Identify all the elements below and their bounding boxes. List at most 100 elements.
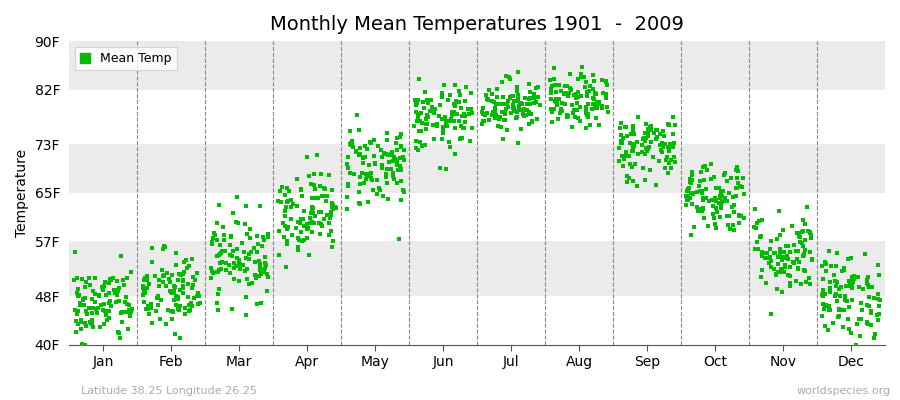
Point [324,208,338,215]
Point [144,301,158,307]
Point [253,261,267,267]
Point [238,268,253,274]
Point [663,164,678,171]
Point [661,121,675,127]
Point [497,100,511,107]
Point [408,123,422,129]
Point [829,283,843,290]
Point [586,86,600,92]
Point [448,98,463,104]
Point [614,140,628,146]
Point [788,247,803,254]
Bar [69,90,885,144]
Point [346,170,361,177]
Point [737,191,751,197]
Point [429,123,444,129]
Point [826,320,841,326]
Point [238,249,252,255]
Point [158,244,173,250]
Point [181,281,195,288]
Point [754,274,769,280]
Point [832,306,846,313]
Point [861,282,876,288]
Point [364,177,379,184]
Point [709,185,724,191]
Point [279,226,293,232]
Point [567,106,581,113]
Point [778,243,793,250]
Point [511,96,526,102]
Point [624,131,638,138]
Point [68,307,83,313]
Point [317,185,331,191]
Point [168,262,183,268]
Point [225,306,239,312]
Point [433,102,447,108]
Point [214,266,229,272]
Point [644,127,658,134]
Point [761,260,776,266]
Point [588,105,602,111]
Point [571,115,585,121]
Point [70,320,85,327]
Point [796,242,810,249]
Point [454,113,469,120]
Point [166,288,181,294]
Point [872,310,886,317]
Point [721,222,735,228]
Point [514,100,528,106]
Point [302,172,317,179]
Point [172,286,186,293]
Point [499,106,513,112]
Point [284,197,298,203]
Point [770,269,785,276]
Point [753,234,768,241]
Point [306,205,320,211]
Point [856,286,870,292]
Point [258,265,273,272]
Point [366,187,381,193]
Point [649,127,663,133]
Point [95,306,110,313]
Point [409,138,423,144]
Point [623,160,637,167]
Point [238,294,253,300]
Point [383,166,398,173]
Point [634,142,649,148]
Point [747,224,761,230]
Point [230,194,244,201]
Point [176,290,190,296]
Point [253,263,267,270]
Point [112,298,126,304]
Point [227,260,241,266]
Point [519,112,534,118]
Point [545,82,560,89]
Point [860,277,874,284]
Point [553,110,567,116]
Point [409,145,423,152]
Point [120,275,134,282]
Point [374,187,388,194]
Point [449,111,464,118]
Point [410,100,424,106]
Point [341,165,356,172]
Point [445,109,459,116]
Point [729,193,743,200]
Point [838,292,852,299]
Point [625,148,639,154]
Point [190,293,204,300]
Point [387,153,401,160]
Point [842,283,856,289]
Point [432,112,446,119]
Point [192,293,206,299]
Point [397,157,411,163]
Point [667,154,681,160]
Point [862,294,877,301]
Point [156,279,170,285]
Point [696,204,710,211]
Point [708,196,723,203]
Point [694,169,708,175]
Point [413,128,428,134]
Point [257,267,272,273]
Point [754,253,769,259]
